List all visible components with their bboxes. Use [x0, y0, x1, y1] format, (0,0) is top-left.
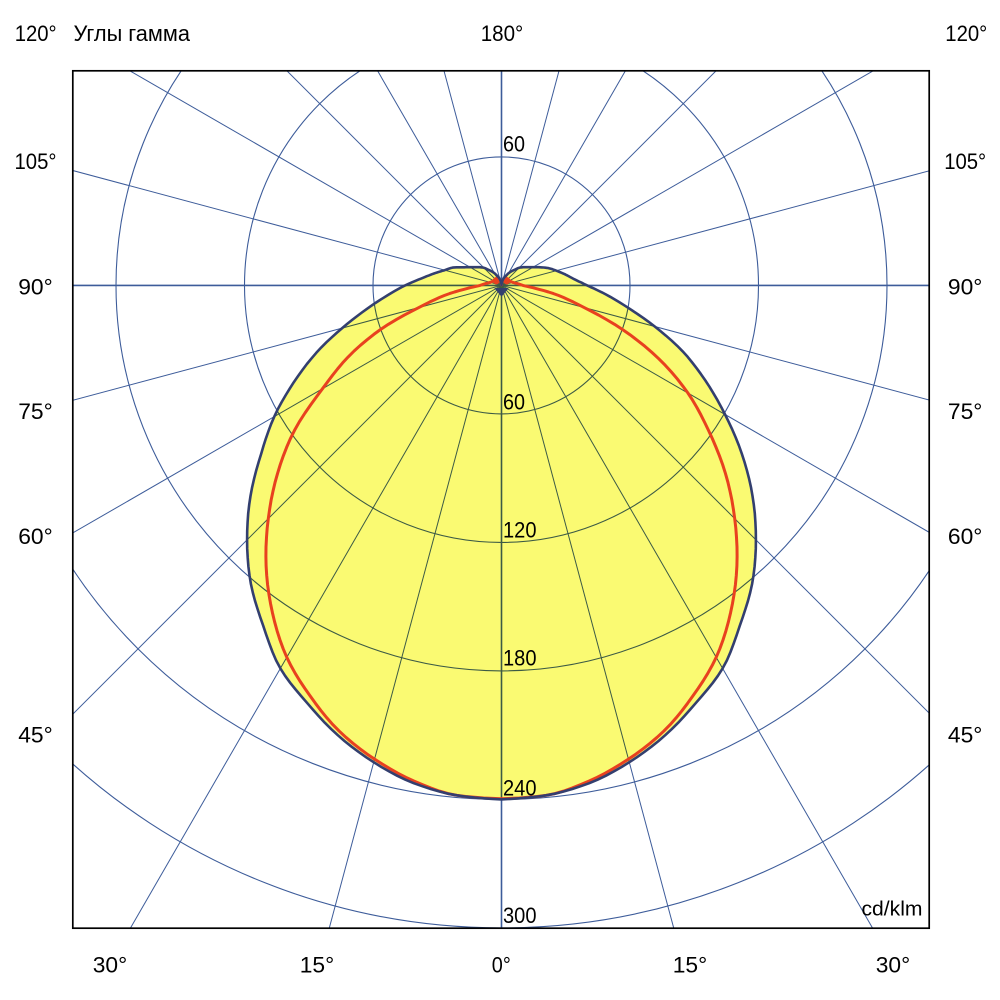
- svg-text:90°: 90°: [948, 275, 983, 300]
- svg-text:300: 300: [503, 903, 537, 928]
- svg-text:60: 60: [503, 132, 525, 157]
- svg-text:Углы гамма: Углы гамма: [74, 21, 191, 46]
- svg-text:180: 180: [503, 646, 537, 671]
- svg-text:180°: 180°: [481, 21, 524, 46]
- svg-text:15°: 15°: [300, 953, 335, 978]
- svg-text:90°: 90°: [18, 275, 53, 300]
- svg-text:75°: 75°: [948, 399, 983, 424]
- svg-text:30°: 30°: [876, 953, 911, 978]
- svg-text:60: 60: [503, 390, 525, 415]
- svg-text:45°: 45°: [948, 722, 983, 747]
- svg-text:45°: 45°: [18, 722, 53, 747]
- svg-text:15°: 15°: [673, 953, 708, 978]
- svg-text:cd/klm: cd/klm: [862, 899, 923, 921]
- svg-text:0°: 0°: [492, 953, 511, 978]
- svg-text:30°: 30°: [93, 953, 128, 978]
- svg-text:120°: 120°: [945, 21, 987, 46]
- svg-text:240: 240: [503, 776, 537, 801]
- svg-text:105°: 105°: [15, 149, 57, 174]
- svg-text:75°: 75°: [18, 399, 53, 424]
- svg-text:105°: 105°: [944, 149, 986, 174]
- svg-text:60°: 60°: [18, 524, 53, 549]
- svg-text:120°: 120°: [15, 21, 57, 46]
- svg-text:120: 120: [503, 518, 537, 543]
- svg-text:60°: 60°: [948, 524, 983, 549]
